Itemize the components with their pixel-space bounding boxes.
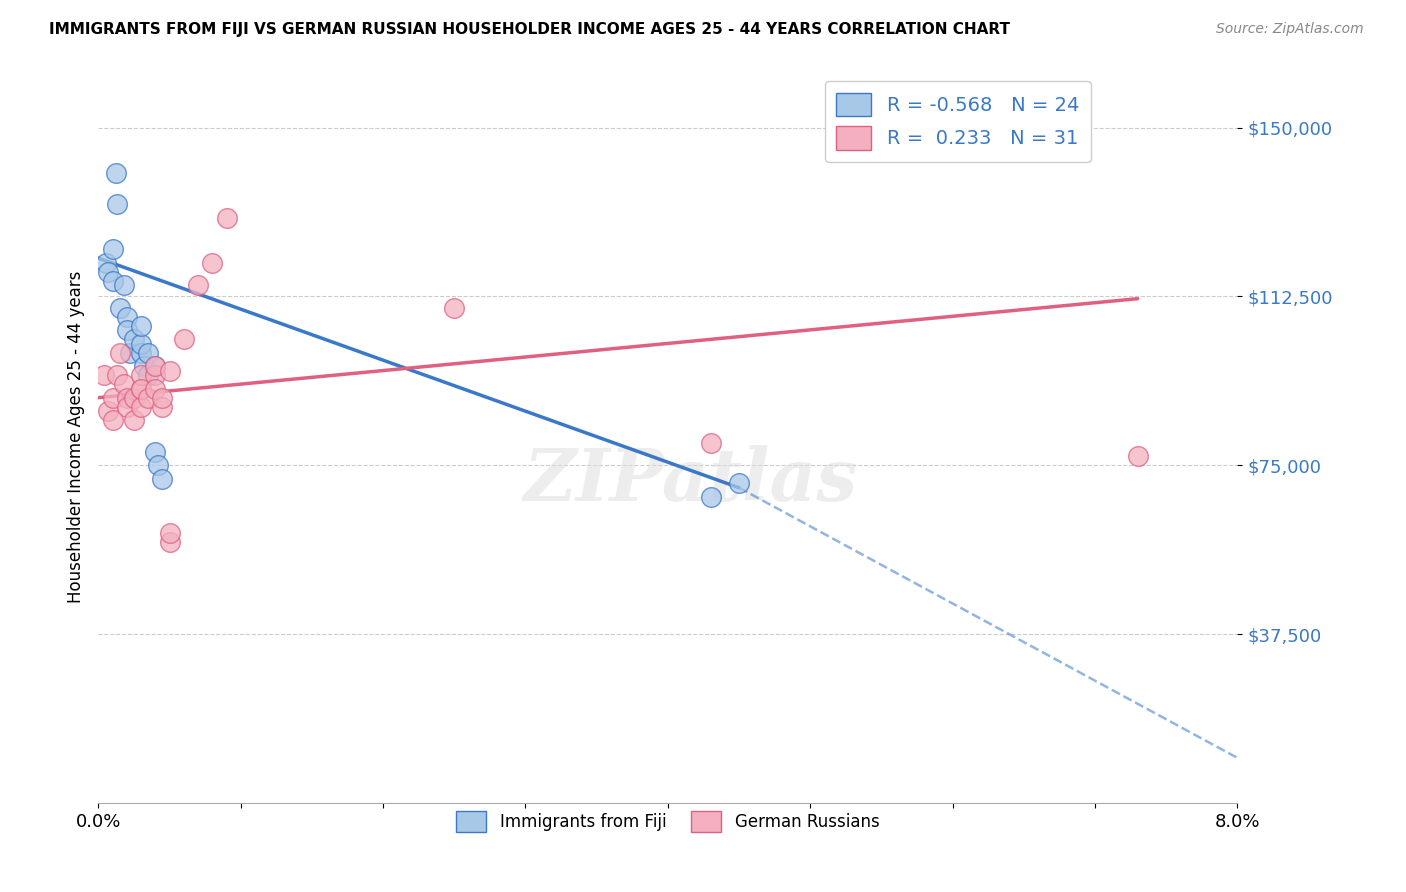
Legend: Immigrants from Fiji, German Russians: Immigrants from Fiji, German Russians bbox=[450, 805, 886, 838]
Point bbox=[152, 400, 174, 414]
Point bbox=[97, 265, 120, 279]
Point bbox=[108, 301, 131, 315]
Point bbox=[145, 368, 167, 383]
Point bbox=[129, 382, 152, 396]
Point bbox=[145, 359, 167, 374]
Point bbox=[122, 332, 145, 346]
Point bbox=[145, 359, 167, 374]
Point bbox=[122, 391, 145, 405]
Point bbox=[101, 274, 124, 288]
Y-axis label: Householder Income Ages 25 - 44 years: Householder Income Ages 25 - 44 years bbox=[66, 271, 84, 603]
Point bbox=[187, 278, 209, 293]
Point bbox=[105, 197, 128, 211]
Point bbox=[699, 435, 721, 450]
Text: ZIPatlas: ZIPatlas bbox=[523, 445, 858, 516]
Point bbox=[115, 391, 138, 405]
Point bbox=[148, 458, 170, 473]
Point bbox=[115, 323, 138, 337]
Point bbox=[201, 255, 224, 269]
Point bbox=[728, 476, 751, 491]
Point bbox=[122, 413, 145, 427]
Point bbox=[94, 255, 117, 269]
Point bbox=[101, 391, 124, 405]
Point bbox=[159, 525, 181, 540]
Point bbox=[145, 382, 167, 396]
Point bbox=[105, 368, 128, 383]
Point bbox=[129, 368, 152, 383]
Point bbox=[159, 534, 181, 549]
Point bbox=[115, 400, 138, 414]
Point bbox=[443, 301, 465, 315]
Point bbox=[108, 345, 131, 359]
Point bbox=[699, 490, 721, 504]
Point bbox=[159, 364, 181, 378]
Point bbox=[129, 400, 152, 414]
Text: Source: ZipAtlas.com: Source: ZipAtlas.com bbox=[1216, 22, 1364, 37]
Point bbox=[152, 391, 174, 405]
Point bbox=[129, 318, 152, 333]
Point bbox=[112, 377, 135, 392]
Point bbox=[129, 345, 152, 359]
Point bbox=[136, 368, 159, 383]
Point bbox=[132, 359, 155, 374]
Point bbox=[152, 472, 174, 486]
Point bbox=[112, 278, 135, 293]
Point bbox=[136, 345, 159, 359]
Point bbox=[115, 310, 138, 324]
Point bbox=[118, 345, 141, 359]
Point bbox=[104, 166, 127, 180]
Point bbox=[215, 211, 238, 225]
Point bbox=[136, 391, 159, 405]
Point bbox=[129, 382, 152, 396]
Point bbox=[101, 242, 124, 256]
Point bbox=[145, 444, 167, 458]
Point bbox=[173, 332, 195, 346]
Point bbox=[93, 368, 115, 383]
Point bbox=[101, 413, 124, 427]
Point bbox=[129, 336, 152, 351]
Point bbox=[97, 404, 120, 418]
Point bbox=[1126, 449, 1149, 463]
Text: IMMIGRANTS FROM FIJI VS GERMAN RUSSIAN HOUSEHOLDER INCOME AGES 25 - 44 YEARS COR: IMMIGRANTS FROM FIJI VS GERMAN RUSSIAN H… bbox=[49, 22, 1010, 37]
